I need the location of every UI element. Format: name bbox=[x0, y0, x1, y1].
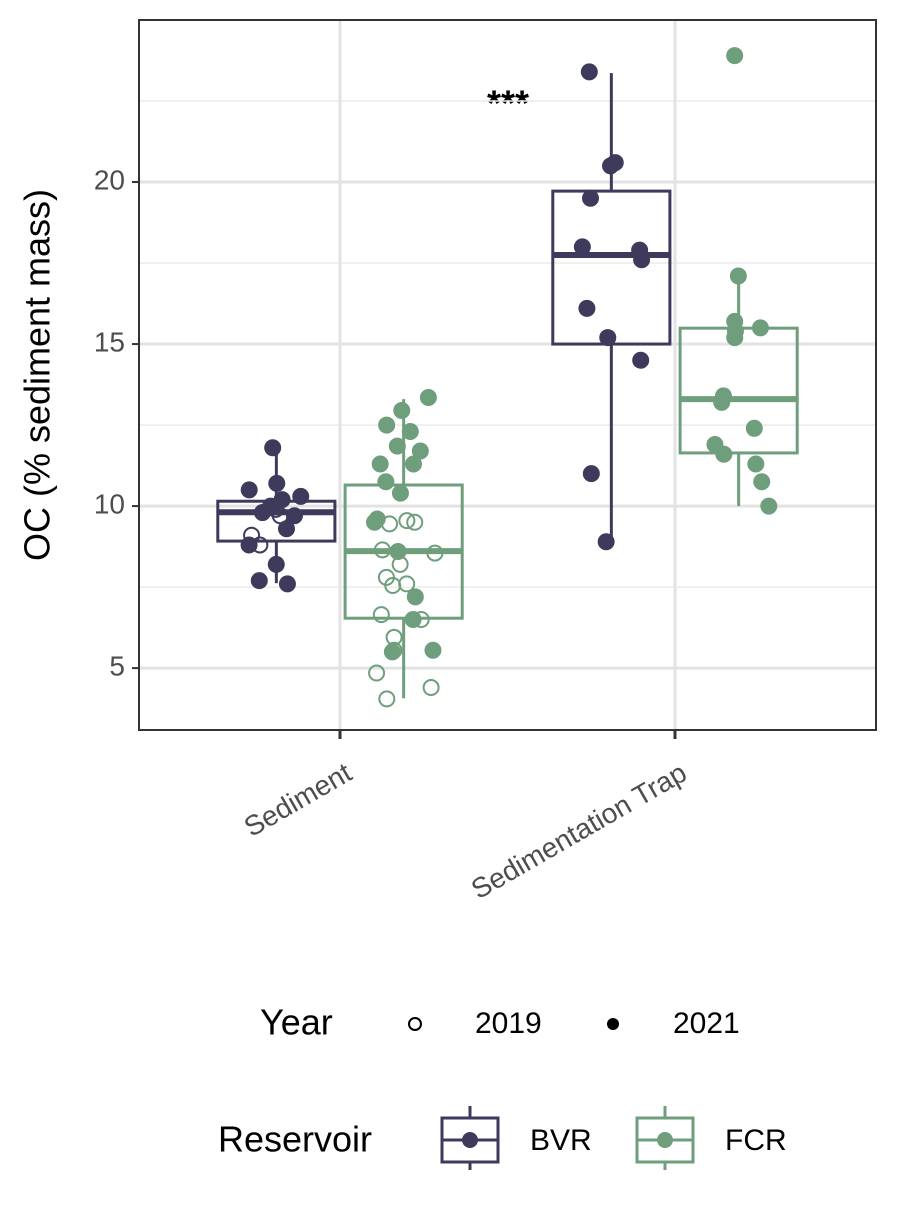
point-filled bbox=[285, 507, 303, 525]
point-filled bbox=[292, 487, 310, 505]
point-filled bbox=[278, 575, 296, 593]
point-filled bbox=[404, 610, 422, 628]
legend-label: 2019 bbox=[475, 1007, 542, 1040]
point-filled bbox=[602, 157, 620, 175]
point-filled bbox=[729, 267, 747, 285]
point-filled bbox=[240, 481, 258, 499]
point-filled bbox=[582, 465, 600, 483]
point-filled bbox=[393, 401, 411, 419]
point-filled bbox=[753, 473, 771, 491]
point-filled bbox=[378, 416, 396, 434]
point-filled bbox=[419, 389, 437, 407]
point-filled bbox=[573, 238, 591, 256]
point-filled bbox=[713, 393, 731, 411]
point-filled bbox=[240, 536, 258, 554]
legend-label: FCR bbox=[725, 1124, 787, 1157]
point-filled bbox=[580, 63, 598, 81]
point-filled bbox=[633, 251, 651, 269]
point-filled bbox=[597, 533, 615, 551]
point-open bbox=[422, 679, 440, 697]
point-open bbox=[368, 664, 386, 682]
point-filled bbox=[726, 47, 744, 65]
point-filled bbox=[366, 513, 384, 531]
point-filled bbox=[404, 455, 422, 473]
point-filled bbox=[632, 351, 650, 369]
point-filled bbox=[264, 439, 282, 457]
point-open bbox=[398, 512, 416, 530]
point-filled bbox=[747, 455, 765, 473]
legend-label: 2021 bbox=[673, 1007, 740, 1040]
point-open bbox=[372, 606, 390, 624]
legend-key-point bbox=[657, 1132, 673, 1148]
point-filled bbox=[599, 329, 617, 347]
point-filled bbox=[389, 542, 407, 560]
legend-key-filled bbox=[607, 1018, 619, 1030]
point-filled bbox=[745, 419, 763, 437]
point-filled bbox=[250, 572, 268, 590]
point-filled bbox=[391, 484, 409, 502]
point-open bbox=[384, 576, 402, 594]
point-filled bbox=[267, 555, 285, 573]
point-filled bbox=[277, 520, 295, 538]
panel-border bbox=[138, 19, 877, 731]
point-filled bbox=[578, 299, 596, 317]
point-filled bbox=[715, 445, 733, 463]
reservoir-legend-title: Reservoir bbox=[218, 1119, 372, 1160]
y-tick-label: 5 bbox=[109, 650, 125, 681]
y-tick-label: 10 bbox=[94, 488, 125, 519]
point-filled bbox=[760, 497, 778, 515]
significance-annotation: *** bbox=[487, 83, 529, 124]
y-tick-label: 15 bbox=[94, 326, 125, 357]
point-filled bbox=[751, 319, 769, 337]
point-filled bbox=[383, 643, 401, 661]
legend-label: BVR bbox=[530, 1124, 592, 1157]
point-filled bbox=[401, 423, 419, 441]
point-filled bbox=[268, 474, 286, 492]
y-axis-title: OC (% sediment mass) bbox=[17, 189, 58, 561]
point-filled bbox=[371, 455, 389, 473]
point-filled bbox=[377, 473, 395, 491]
legend-key-open bbox=[408, 1017, 422, 1031]
point-open bbox=[406, 513, 424, 531]
y-tick-label: 20 bbox=[94, 164, 125, 195]
point-filled bbox=[424, 641, 442, 659]
point-filled bbox=[581, 189, 599, 207]
point-filled bbox=[411, 442, 429, 460]
point-filled bbox=[388, 437, 406, 455]
point-filled bbox=[726, 329, 744, 347]
point-open bbox=[378, 690, 396, 708]
point-open bbox=[426, 544, 444, 562]
year-legend-title: Year bbox=[260, 1002, 333, 1043]
point-filled bbox=[253, 504, 271, 522]
legend-key-point bbox=[462, 1132, 478, 1148]
point-filled bbox=[406, 588, 424, 606]
